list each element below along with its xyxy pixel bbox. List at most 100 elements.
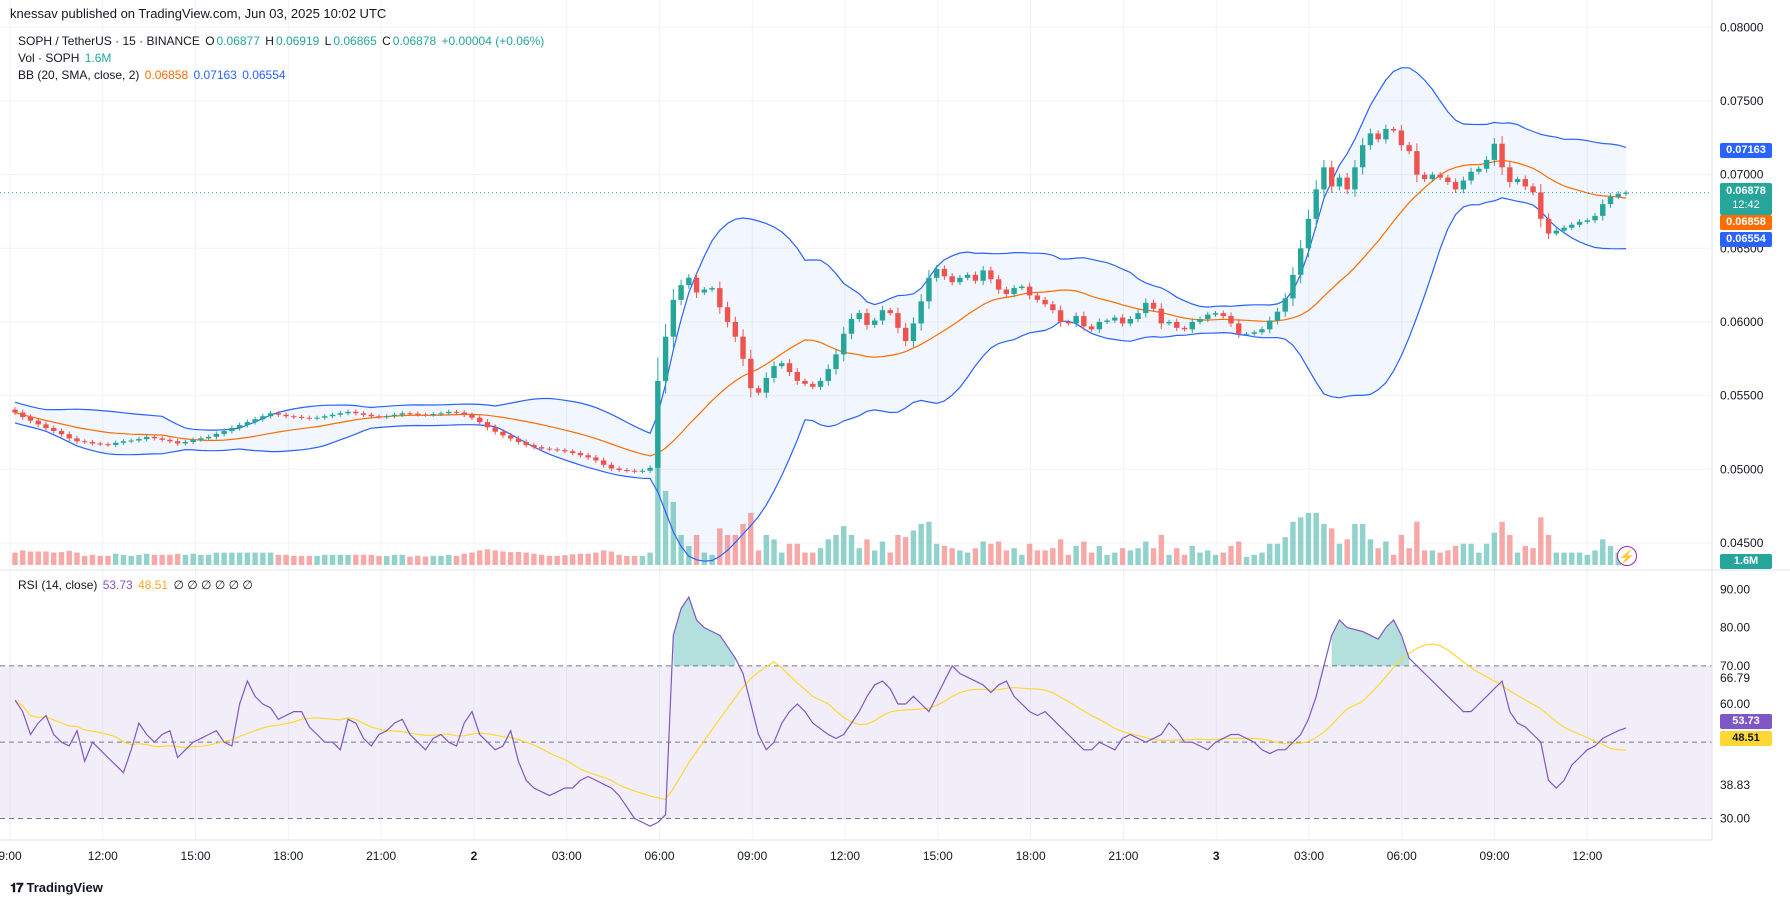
volume-bar <box>949 548 955 565</box>
volume-bar <box>469 552 475 565</box>
volume-bar <box>1073 545 1079 565</box>
candle <box>1383 129 1389 140</box>
volume-bar <box>624 555 630 565</box>
volume-bar <box>802 552 808 565</box>
volume-bar <box>1220 552 1226 565</box>
time-tick-label: 03:00 <box>552 849 582 863</box>
volume-bar <box>1081 541 1087 565</box>
volume-bar <box>477 550 483 565</box>
candle <box>1615 193 1621 197</box>
volume-bar <box>763 534 769 565</box>
candle <box>182 442 189 444</box>
candle <box>1212 313 1219 315</box>
symbol-legend[interactable]: SOPH / TetherUS · 15 · BINANCE O 0.06877 … <box>18 34 545 48</box>
candle <box>1600 204 1606 216</box>
candle <box>1623 192 1629 194</box>
volume-bar <box>1429 550 1436 565</box>
candle <box>306 417 313 419</box>
volume-bar <box>895 534 901 565</box>
volume-bar <box>1336 543 1343 565</box>
rsi-legend[interactable]: RSI (14, close) 53.73 48.51 ∅ ∅ ∅ ∅ ∅ ∅ <box>18 578 253 592</box>
volume-bar <box>1576 552 1583 565</box>
volume-bar <box>1034 550 1041 565</box>
candle <box>949 276 955 283</box>
volume-bar <box>1228 545 1234 565</box>
candle <box>500 431 506 436</box>
candle <box>1181 327 1188 330</box>
candle <box>585 455 591 458</box>
time-tick-label: 18:00 <box>273 849 303 863</box>
candle <box>670 299 677 337</box>
candle <box>1576 221 1583 225</box>
candle <box>1328 167 1335 187</box>
candle <box>779 363 785 367</box>
candle <box>1290 274 1296 299</box>
candle <box>20 412 26 417</box>
volume-bar <box>500 551 506 565</box>
candle <box>887 310 893 314</box>
candle <box>531 444 537 448</box>
candle <box>655 380 661 468</box>
candle <box>1522 179 1529 187</box>
volume-bar <box>1251 554 1257 565</box>
rsi-line <box>14 595 1627 827</box>
candle <box>469 414 475 418</box>
candle <box>275 413 282 415</box>
candle <box>136 439 142 441</box>
candle <box>1584 220 1590 222</box>
tradingview-logo[interactable]: 𝟏𝟕 TradingView <box>10 880 103 895</box>
candle <box>422 414 429 416</box>
candle <box>51 428 57 431</box>
volume-bar <box>538 554 545 565</box>
volume-bar <box>306 555 313 565</box>
candle <box>926 277 932 302</box>
candle <box>43 424 49 429</box>
candle <box>1189 321 1195 330</box>
time-tick-label: 18:00 <box>1016 849 1046 863</box>
volume-bar <box>89 554 96 565</box>
volume-bar <box>755 550 762 565</box>
volume-bar <box>275 554 282 565</box>
volume-bar <box>244 552 251 565</box>
candle <box>1050 304 1056 311</box>
volume-bar <box>484 549 491 565</box>
candle <box>244 422 251 426</box>
volume-bar <box>1352 523 1358 565</box>
candle <box>112 442 119 445</box>
bollinger-basis-line <box>14 159 1627 457</box>
bb-legend[interactable]: BB (20, SMA, close, 2) 0.06858 0.07163 0… <box>18 68 286 82</box>
candle <box>593 457 599 461</box>
volume-legend[interactable]: Vol · SOPH 1.6M <box>18 51 112 65</box>
volume-bar <box>1460 543 1467 565</box>
volume-bar <box>1437 552 1443 565</box>
candle <box>546 448 553 450</box>
rsi-ma-badge: 48.51 <box>1720 731 1772 746</box>
candle <box>910 323 917 342</box>
candle <box>562 450 568 452</box>
candle <box>12 409 18 413</box>
volume-bar <box>1600 539 1606 565</box>
lightning-icon[interactable]: ⚡ <box>1617 546 1637 566</box>
candle <box>477 417 483 423</box>
candle <box>817 380 824 387</box>
candle <box>353 411 359 414</box>
volume-bar <box>136 554 142 565</box>
candle <box>902 327 909 342</box>
volume-bar <box>926 521 932 565</box>
candle <box>1414 151 1420 175</box>
candle <box>1236 323 1242 334</box>
candle <box>1398 130 1405 146</box>
candle <box>1437 174 1443 178</box>
candle <box>771 366 777 378</box>
bb-basis-badge: 0.06858 <box>1720 215 1772 230</box>
volume-bar <box>988 543 994 565</box>
rsi-overbought-fill <box>1331 620 1410 666</box>
volume-bar <box>1344 539 1350 565</box>
volume-bar <box>631 555 638 565</box>
volume-bar <box>1383 541 1389 565</box>
bb-upper-value: 0.07163 <box>193 68 237 82</box>
rsi-badge: 53.73 <box>1720 714 1772 729</box>
candle <box>27 416 34 421</box>
